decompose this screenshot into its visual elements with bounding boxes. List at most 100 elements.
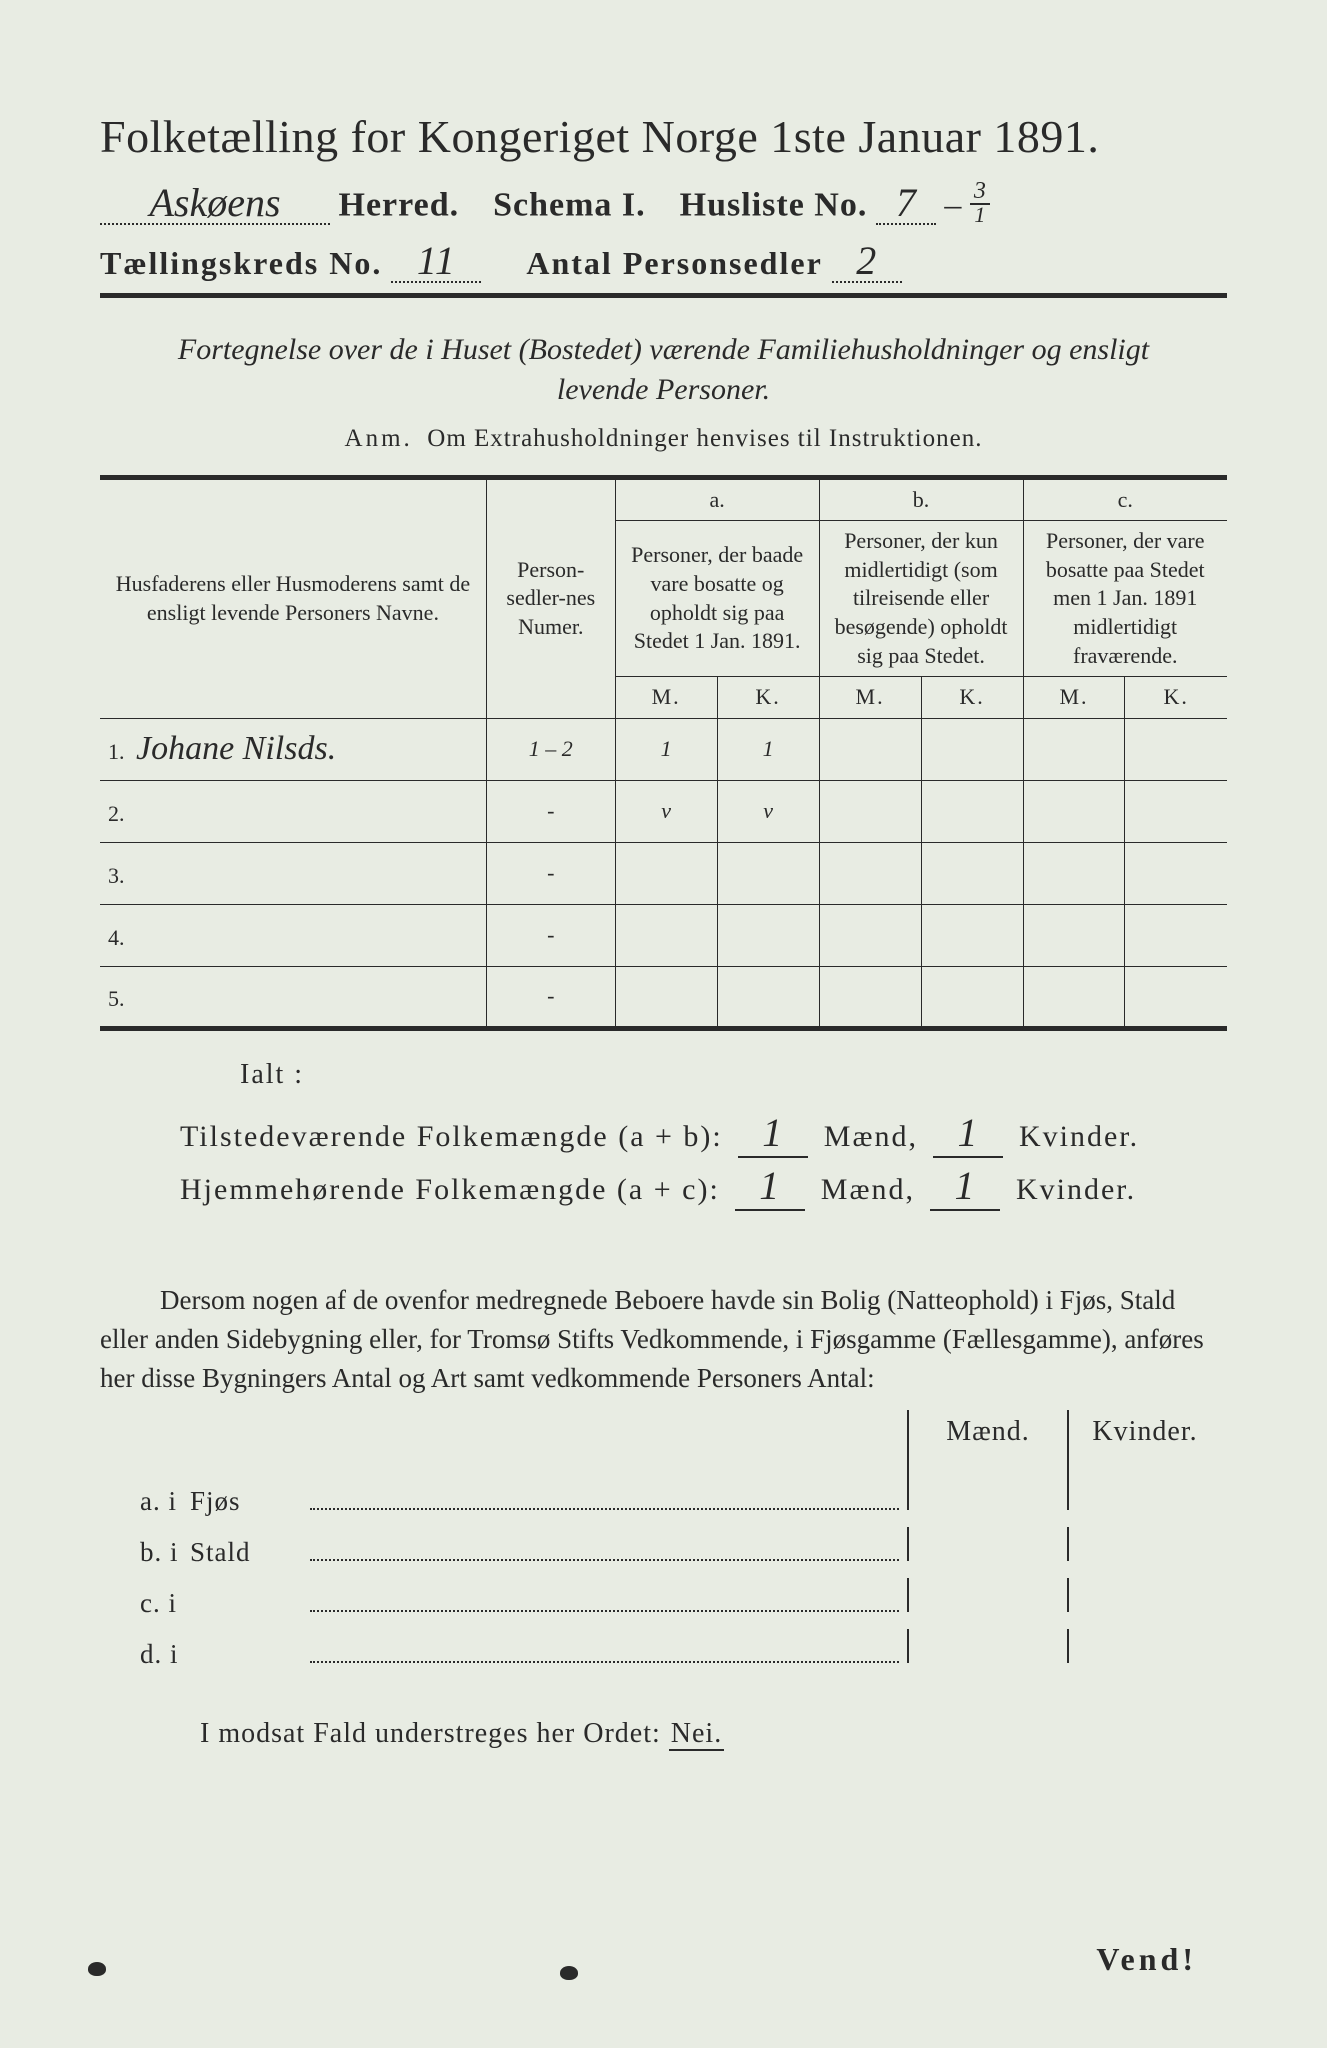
row-c-m [1023, 780, 1125, 842]
sum1-k: 1 [933, 1109, 1003, 1158]
husliste-fraction: 3 1 [970, 181, 990, 224]
row-b-k [921, 718, 1023, 780]
row-name-cell: 2. [100, 780, 486, 842]
herred-value: Askøens [100, 183, 330, 225]
mk-m: Mænd. [907, 1410, 1067, 1478]
husliste-dash: – [944, 187, 961, 224]
abl-k [1067, 1476, 1227, 1510]
punch-hole-icon [88, 1962, 106, 1976]
row-b-m [819, 842, 921, 904]
outbuilding-paragraph: Dersom nogen af de ovenfor medregnede Be… [100, 1281, 1227, 1398]
punch-hole-icon [560, 1966, 578, 1980]
row-a-m [615, 904, 717, 966]
row-c-k [1125, 842, 1227, 904]
row-name: Johane Nilsds. [136, 730, 336, 767]
header-line-2: Tællingskreds No. 11 Antal Personsedler … [100, 241, 1227, 283]
th-a-m: M. [615, 677, 717, 719]
abl-m [907, 1578, 1067, 1612]
husliste-value: 7 [876, 183, 936, 225]
outbuilding-lines: a. iFjøs b. iStald c. i d. i [100, 1476, 1227, 1670]
outbuilding-row: c. i [100, 1578, 1227, 1619]
kreds-value: 11 [391, 241, 481, 283]
row-c-k [1125, 780, 1227, 842]
row-name-cell: 3. [100, 842, 486, 904]
row-a-m [615, 966, 717, 1028]
th-b: Personer, der kun midlertidigt (som tilr… [819, 521, 1023, 677]
table-row: 1. Johane Nilsds.1 – 211 [100, 718, 1227, 780]
page-title: Folketælling for Kongeriget Norge 1ste J… [100, 110, 1227, 163]
row-b-m [819, 904, 921, 966]
sum-present: Tilstedeværende Folkemængde (a + b): 1 M… [180, 1109, 1227, 1158]
modsat-line: I modsat Fald understreges her Ordet: Ne… [100, 1718, 1227, 1750]
sum1-m: 1 [738, 1109, 808, 1158]
fortegnelse-heading: Fortegnelse over de i Huset (Bostedet) v… [100, 330, 1227, 411]
th-c-m: M. [1023, 677, 1125, 719]
sum2-m: 1 [735, 1162, 805, 1211]
dotted-line [310, 1483, 899, 1510]
sum-resident: Hjemmehørende Folkemængde (a + c): 1 Mæn… [180, 1162, 1227, 1211]
outbuilding-row: d. i [100, 1629, 1227, 1670]
census-form-page: Folketælling for Kongeriget Norge 1ste J… [0, 0, 1327, 2048]
th-a-k: K. [717, 677, 819, 719]
row-b-k [921, 842, 1023, 904]
outbuilding-row: a. iFjøs [100, 1476, 1227, 1517]
th-a: Personer, der baade vare bosatte og opho… [615, 521, 819, 677]
abl-m [907, 1527, 1067, 1561]
table-row: 5. - [100, 966, 1227, 1028]
anm-note: Anm. Om Extrahusholdninger henvises til … [100, 425, 1227, 453]
mk-header: Mænd. Kvinder. [100, 1410, 1227, 1478]
row-b-m [819, 966, 921, 1028]
th-b-tag: b. [819, 477, 1023, 521]
row-num: - [486, 904, 615, 966]
schema-label: Schema I. [493, 187, 646, 224]
sum2-k: 1 [930, 1162, 1000, 1211]
kreds-label: Tællingskreds No. [100, 245, 382, 281]
vend-label: Vend! [1096, 1941, 1197, 1978]
abl-label: Fjøs [190, 1486, 310, 1517]
row-num: - [486, 842, 615, 904]
th-c: Personer, der vare bosatte paa Stedet me… [1023, 521, 1227, 677]
row-a-k: v [717, 780, 819, 842]
row-a-k [717, 904, 819, 966]
row-c-k [1125, 966, 1227, 1028]
row-a-k [717, 966, 819, 1028]
row-num: 1 – 2 [486, 718, 615, 780]
row-a-m [615, 842, 717, 904]
row-name-cell: 1. Johane Nilsds. [100, 718, 486, 780]
header-line-1: Askøens Herred. Schema I. Husliste No. 7… [100, 181, 1227, 225]
row-name-cell: 4. [100, 904, 486, 966]
table-row: 3. - [100, 842, 1227, 904]
row-a-m: v [615, 780, 717, 842]
row-c-k [1125, 904, 1227, 966]
abl-lead: d. i [100, 1639, 190, 1670]
outbuilding-row: b. iStald [100, 1527, 1227, 1568]
abl-lead: c. i [100, 1588, 190, 1619]
row-num: - [486, 966, 615, 1028]
herred-label: Herred. [339, 187, 460, 224]
abl-m [907, 1629, 1067, 1663]
abl-label: Stald [190, 1537, 310, 1568]
row-name-cell: 5. [100, 966, 486, 1028]
row-c-m [1023, 904, 1125, 966]
th-name: Husfaderens eller Husmoderens samt de en… [100, 477, 486, 718]
th-number: Person-sedler-nes Numer. [486, 477, 615, 718]
row-b-k [921, 904, 1023, 966]
abl-k [1067, 1578, 1227, 1612]
row-c-m [1023, 718, 1125, 780]
row-num: - [486, 780, 615, 842]
th-c-tag: c. [1023, 477, 1227, 521]
th-b-k: K. [921, 677, 1023, 719]
row-c-m [1023, 842, 1125, 904]
th-b-m: M. [819, 677, 921, 719]
household-table: Husfaderens eller Husmoderens samt de en… [100, 475, 1227, 1031]
dotted-line [310, 1636, 899, 1663]
abl-k [1067, 1629, 1227, 1663]
abl-m [907, 1476, 1067, 1510]
nei-word: Nei. [669, 1718, 724, 1751]
row-b-k [921, 780, 1023, 842]
dotted-line [310, 1585, 899, 1612]
row-b-m [819, 718, 921, 780]
abl-k [1067, 1527, 1227, 1561]
th-c-k: K. [1125, 677, 1227, 719]
row-a-k: 1 [717, 718, 819, 780]
